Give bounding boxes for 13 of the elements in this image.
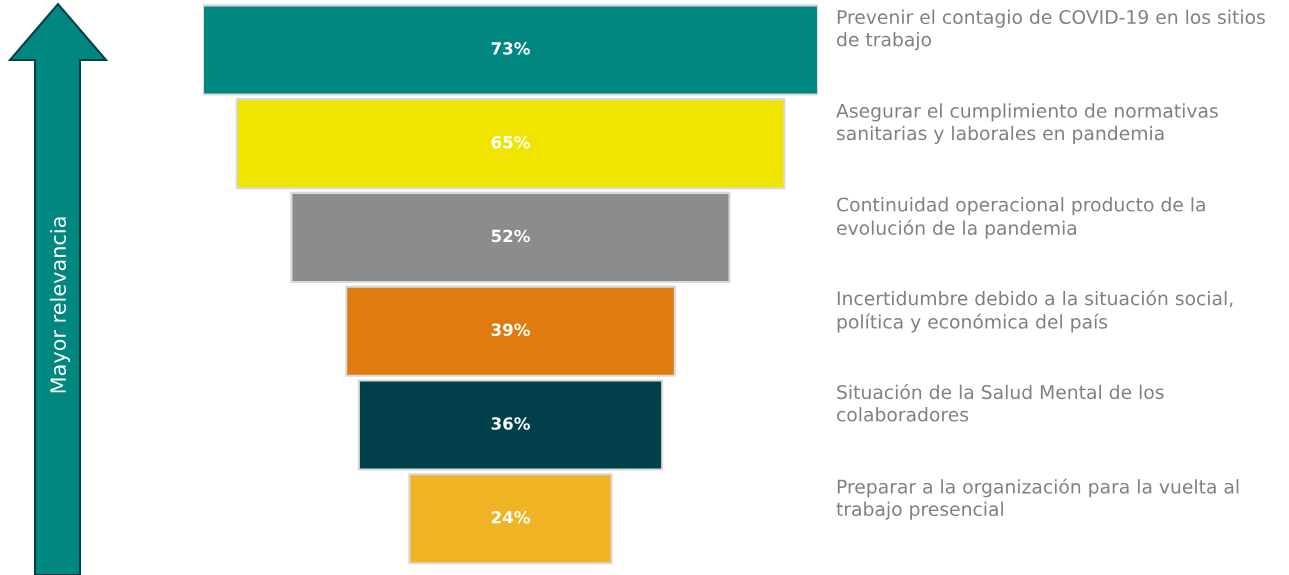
category-label: Incertidumbre debido a la situación social, política y económica del país (837, 290, 1233, 333)
data-label: 24% (491, 510, 530, 524)
category-label: Asegurar el cumplimiento de normativas sanitarias y laborales en pandemia (836, 103, 1218, 144)
category-label: Prevenir el contagio de COVID-19 en los sitios de trabajo (837, 9, 1265, 51)
data-label: 65% (491, 135, 530, 149)
data-label: 36% (491, 417, 530, 430)
category-label: Preparar a la organización para la vuelta al trabajo presencial (836, 478, 1239, 520)
category-label: Continuidad operacional producto de la evolución de la pandemia (837, 197, 1205, 239)
category-label: Situación de la Salud Mental de los colaboradores (837, 383, 1164, 422)
data-label: 39% (491, 323, 530, 337)
data-label: 73% (491, 42, 530, 55)
text: Mayor relevancia (49, 217, 71, 393)
data-label: 52% (491, 229, 530, 243)
